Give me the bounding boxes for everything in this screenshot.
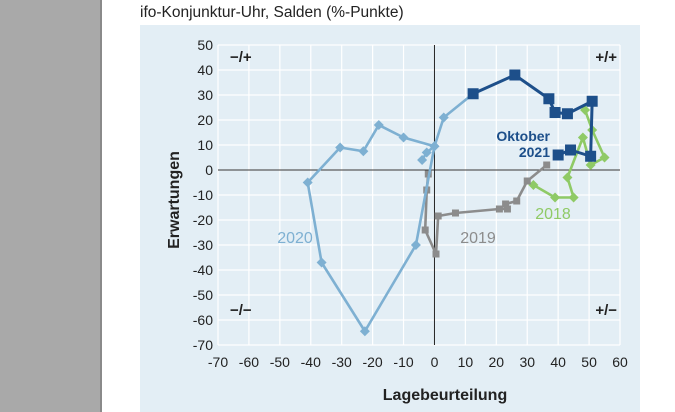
y-tick-label: -40 xyxy=(193,262,213,278)
x-tick-label: 60 xyxy=(612,354,628,370)
data-point-2018 xyxy=(585,160,596,170)
x-tick-label: 10 xyxy=(458,354,474,370)
data-point-2018 xyxy=(562,172,573,183)
data-point-2018 xyxy=(577,132,588,143)
data-point-2021 xyxy=(549,107,561,118)
data-point-2018 xyxy=(550,192,561,203)
data-point-2018 xyxy=(568,192,579,203)
data-point-2021 xyxy=(543,93,555,105)
data-point-2020 xyxy=(417,155,428,165)
quadrant-label: −/+ xyxy=(230,49,252,66)
y-tick-label: -70 xyxy=(193,337,213,353)
data-point-2020 xyxy=(358,146,369,157)
series-line-2020 xyxy=(306,92,474,333)
data-point-2018 xyxy=(599,152,610,163)
y-tick-label: 0 xyxy=(205,162,213,178)
y-tick-label: 30 xyxy=(197,87,213,103)
x-tick-label: 50 xyxy=(581,354,597,370)
x-tick-label: -30 xyxy=(332,354,352,370)
data-point-2021 xyxy=(561,108,573,120)
quadrant-label: +/− xyxy=(595,302,617,319)
data-point-2020 xyxy=(410,240,421,250)
data-point-2019 xyxy=(503,205,511,213)
data-point-2021 xyxy=(509,69,521,81)
data-point-2020 xyxy=(335,142,346,153)
data-point-2020 xyxy=(429,141,440,152)
quadrant-label: +/+ xyxy=(595,49,617,66)
data-point-2020 xyxy=(316,257,327,268)
y-tick-label: 10 xyxy=(197,137,213,153)
left-gray-bar xyxy=(0,0,102,412)
data-point-2019 xyxy=(523,177,531,185)
data-point-2019 xyxy=(434,212,442,220)
chart-title: ifo-Konjunktur-Uhr, Salden (%-Punkte) xyxy=(140,4,404,21)
x-tick-label: 30 xyxy=(519,354,535,370)
y-tick-label: 40 xyxy=(197,62,213,78)
data-point-2020 xyxy=(421,147,432,158)
data-point-2021 xyxy=(585,150,597,162)
annotation-month: Oktober xyxy=(496,128,550,144)
series-label-2020: 2020 xyxy=(277,230,313,247)
data-point-2021 xyxy=(552,149,564,161)
data-point-2019 xyxy=(543,161,551,169)
data-point-2020 xyxy=(302,177,313,188)
y-tick-label: -20 xyxy=(193,212,213,228)
x-tick-label: -50 xyxy=(270,354,290,370)
series-label-2018: 2018 xyxy=(535,206,571,223)
x-tick-label: -70 xyxy=(208,354,228,370)
data-point-2019 xyxy=(495,205,503,213)
data-point-2019 xyxy=(451,209,459,217)
x-tick-label: 20 xyxy=(489,354,505,370)
x-axis-label: Lagebeurteilung xyxy=(383,387,507,404)
data-point-2019 xyxy=(502,200,510,208)
annotation-year: 2021 xyxy=(519,144,550,160)
x-tick-label: -40 xyxy=(301,354,321,370)
data-point-2019 xyxy=(513,197,521,205)
y-tick-label: -60 xyxy=(193,312,213,328)
y-tick-label: -30 xyxy=(193,237,213,253)
data-point-2020 xyxy=(438,112,449,123)
y-tick-label: 20 xyxy=(197,112,213,128)
data-point-2020 xyxy=(398,132,409,143)
y-axis-label: Erwartungen xyxy=(166,151,183,249)
x-tick-label: -20 xyxy=(362,354,382,370)
chart-panel xyxy=(140,25,640,412)
y-tick-label: -50 xyxy=(193,287,213,303)
data-point-2021 xyxy=(586,95,598,107)
x-tick-label: -60 xyxy=(239,354,259,370)
series-label-2019: 2019 xyxy=(460,230,496,247)
quadrant-label: −/− xyxy=(230,302,252,319)
x-tick-label: 40 xyxy=(550,354,566,370)
x-tick-label: 0 xyxy=(431,354,439,370)
data-point-2019 xyxy=(421,226,429,234)
data-point-2018 xyxy=(528,180,539,190)
data-point-2020 xyxy=(373,120,384,130)
data-point-2021 xyxy=(565,144,577,156)
data-point-2019 xyxy=(432,250,440,258)
y-tick-label: -10 xyxy=(193,187,213,203)
data-point-2021 xyxy=(467,88,479,100)
data-point-2020 xyxy=(359,326,370,337)
y-tick-label: 50 xyxy=(197,37,213,53)
x-tick-label: -10 xyxy=(393,354,413,370)
